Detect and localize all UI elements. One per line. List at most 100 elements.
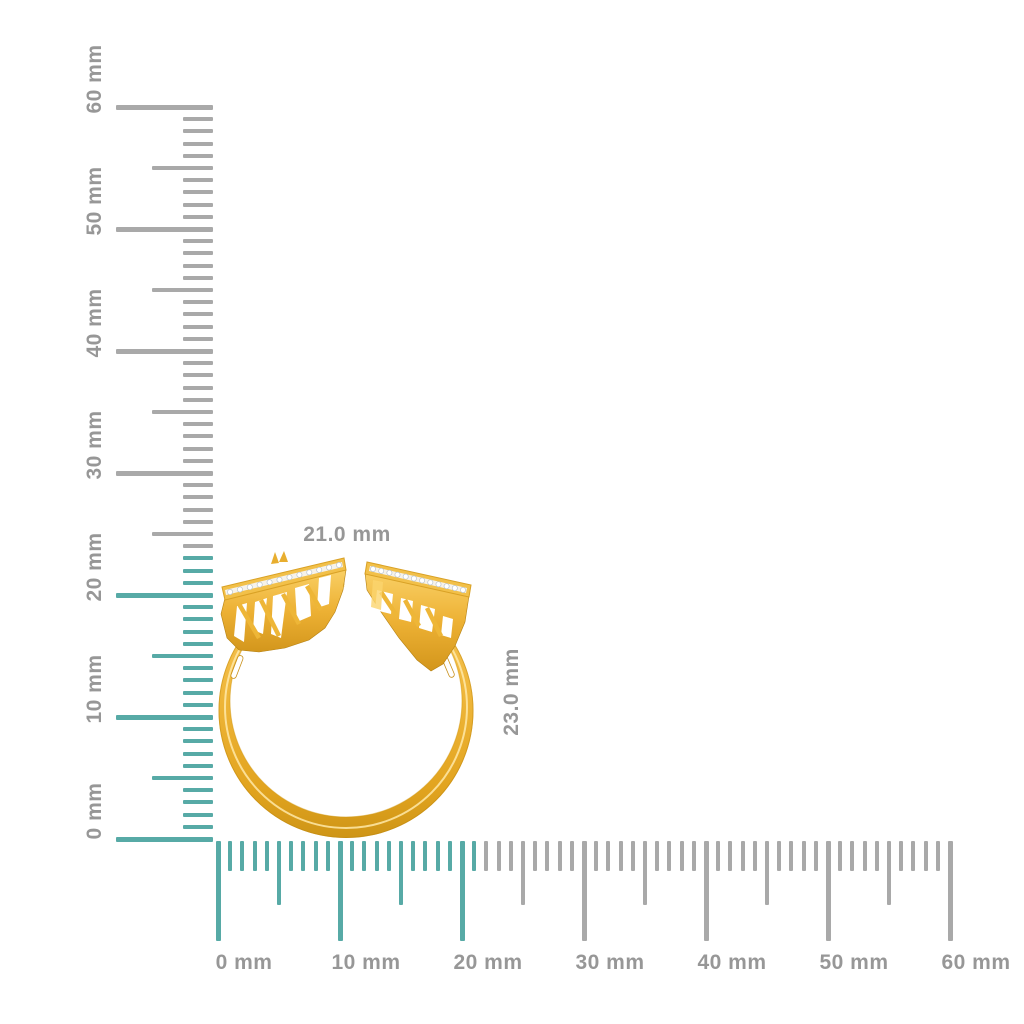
vertical-ruler-tick <box>183 324 213 329</box>
vertical-ruler-tick <box>183 263 213 268</box>
vertical-ruler-tick <box>183 678 213 683</box>
vertical-ruler-tick <box>183 141 213 146</box>
vertical-ruler-tick <box>183 800 213 805</box>
vertical-ruler-tick <box>183 300 213 305</box>
vertical-ruler-tick <box>183 824 213 829</box>
vertical-ruler-tick <box>152 654 213 658</box>
horizontal-ruler-tick <box>752 841 757 871</box>
vertical-ruler-tick <box>183 251 213 256</box>
horizontal-ruler-tick <box>533 841 538 871</box>
horizontal-ruler-tick <box>484 841 489 871</box>
vertical-ruler-label: 10 mm <box>83 654 106 724</box>
horizontal-ruler-tick <box>850 841 855 871</box>
vertical-ruler-tick <box>183 556 213 561</box>
horizontal-ruler-tick <box>655 841 660 871</box>
horizontal-ruler-tick <box>825 841 831 941</box>
vertical-ruler-label: 50 mm <box>83 166 106 236</box>
horizontal-ruler-tick <box>679 841 684 871</box>
horizontal-ruler-tick <box>899 841 904 871</box>
vertical-ruler-tick <box>183 629 213 634</box>
vertical-ruler-tick <box>183 153 213 158</box>
horizontal-ruler-tick <box>606 841 611 871</box>
horizontal-ruler-tick <box>264 841 269 871</box>
vertical-ruler-tick <box>183 446 213 451</box>
vertical-ruler-tick <box>183 763 213 768</box>
vertical-ruler-tick <box>183 495 213 500</box>
vertical-ruler-tick <box>183 361 213 366</box>
vertical-ruler-tick <box>183 202 213 207</box>
horizontal-ruler-tick <box>716 841 721 871</box>
vertical-ruler-tick <box>183 739 213 744</box>
vertical-ruler-tick <box>183 580 213 585</box>
horizontal-ruler-tick <box>508 841 513 871</box>
horizontal-ruler-tick <box>643 841 647 905</box>
vertical-ruler-tick <box>183 702 213 707</box>
vertical-ruler-tick <box>183 568 213 573</box>
horizontal-ruler-tick <box>594 841 599 871</box>
horizontal-ruler-tick <box>911 841 916 871</box>
horizontal-ruler-tick <box>789 841 794 871</box>
vertical-ruler-tick <box>183 617 213 622</box>
horizontal-ruler-tick <box>362 841 367 871</box>
horizontal-ruler-tick <box>838 841 843 871</box>
horizontal-ruler-tick <box>459 841 465 941</box>
vertical-ruler-tick <box>183 812 213 817</box>
vertical-ruler-tick <box>116 836 213 842</box>
horizontal-ruler-tick <box>581 841 587 941</box>
horizontal-ruler-tick <box>337 841 343 941</box>
horizontal-ruler-tick <box>801 841 806 871</box>
vertical-ruler-tick <box>183 690 213 695</box>
vertical-ruler-tick <box>183 275 213 280</box>
horizontal-ruler-label: 10 mm <box>331 951 401 974</box>
vertical-ruler-tick <box>183 483 213 488</box>
horizontal-ruler-tick <box>521 841 525 905</box>
vertical-ruler-tick <box>183 507 213 512</box>
horizontal-ruler-tick <box>447 841 452 871</box>
vertical-ruler-tick <box>183 129 213 134</box>
vertical-ruler-tick <box>183 373 213 378</box>
horizontal-ruler-label: 40 mm <box>697 951 767 974</box>
vertical-ruler-tick <box>183 458 213 463</box>
height-annotation: 23.0 mm <box>500 648 523 736</box>
horizontal-ruler-tick <box>862 841 867 871</box>
vertical-ruler-tick <box>183 336 213 341</box>
vertical-ruler-tick <box>183 641 213 646</box>
vertical-ruler-tick <box>183 605 213 610</box>
horizontal-ruler-tick <box>887 841 891 905</box>
horizontal-ruler-tick <box>325 841 330 871</box>
vertical-ruler-tick <box>152 776 213 780</box>
horizontal-ruler-tick <box>667 841 672 871</box>
vertical-ruler-tick <box>116 348 213 354</box>
vertical-ruler-tick <box>116 104 213 110</box>
vertical-ruler-tick <box>116 714 213 720</box>
vertical-ruler-tick <box>183 666 213 671</box>
horizontal-ruler-tick <box>569 841 574 871</box>
horizontal-ruler-tick <box>545 841 550 871</box>
horizontal-ruler-tick <box>630 841 635 871</box>
vertical-ruler-tick <box>183 519 213 524</box>
diamond-stones <box>227 562 466 595</box>
vertical-ruler-tick <box>116 226 213 232</box>
ring-image <box>218 550 474 838</box>
horizontal-ruler-tick <box>935 841 940 871</box>
horizontal-ruler-tick <box>496 841 501 871</box>
vertical-ruler-tick <box>152 532 213 536</box>
vertical-ruler-tick <box>152 410 213 414</box>
horizontal-ruler-tick <box>740 841 745 871</box>
horizontal-ruler-tick <box>691 841 696 871</box>
horizontal-ruler-tick <box>435 841 440 871</box>
horizontal-ruler-tick <box>423 841 428 871</box>
horizontal-ruler-tick <box>240 841 245 871</box>
horizontal-ruler-tick <box>289 841 294 871</box>
horizontal-ruler-tick <box>923 841 928 871</box>
vertical-ruler-label: 30 mm <box>83 410 106 480</box>
ring-left-crown <box>220 551 347 653</box>
horizontal-ruler-label: 20 mm <box>453 951 523 974</box>
horizontal-ruler-tick <box>777 841 782 871</box>
vertical-ruler-tick <box>183 190 213 195</box>
vertical-ruler-label: 20 mm <box>83 532 106 602</box>
horizontal-ruler-tick <box>472 841 477 871</box>
vertical-ruler-tick <box>183 178 213 183</box>
vertical-ruler-tick <box>183 312 213 317</box>
horizontal-ruler-label: 30 mm <box>575 951 645 974</box>
